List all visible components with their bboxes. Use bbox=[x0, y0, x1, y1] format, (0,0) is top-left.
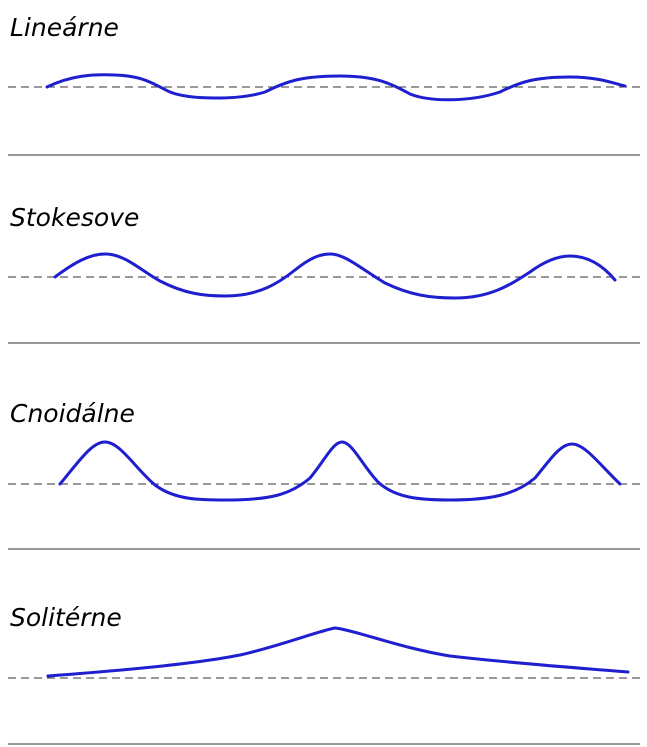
wave bbox=[58, 440, 622, 502]
wave bbox=[46, 626, 630, 678]
cnoidal-panel: Cnoidálne bbox=[8, 399, 640, 550]
wave-label: Solitérne bbox=[10, 603, 122, 632]
wave bbox=[45, 73, 627, 102]
wave-label: Lineárne bbox=[10, 13, 119, 42]
wave-label: Cnoidálne bbox=[10, 399, 135, 428]
wave-label: Stokesove bbox=[10, 203, 139, 232]
wave bbox=[53, 252, 617, 300]
linear-panel: Lineárne bbox=[8, 13, 640, 156]
stokes-panel: Stokesove bbox=[8, 203, 640, 344]
solitary-panel: Solitérne bbox=[8, 603, 640, 745]
